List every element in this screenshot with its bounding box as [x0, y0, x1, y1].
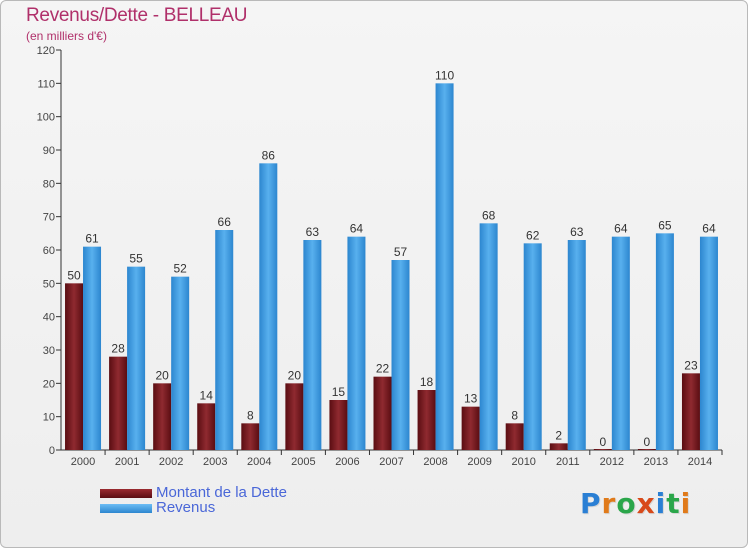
x-tick-label: 2001	[115, 456, 139, 468]
y-tick-label: 40	[43, 312, 55, 324]
chart-subtitle: (en milliers d'€)	[26, 29, 107, 43]
data-label-revenue: 65	[658, 218, 672, 232]
data-label-debt: 50	[67, 268, 81, 282]
legend-label-debt: Montant de la Dette	[156, 484, 287, 501]
data-label-debt: 20	[288, 368, 302, 382]
legend-label-revenue: Revenus	[156, 499, 216, 516]
bar-debt	[681, 373, 700, 450]
bar-debt	[285, 383, 304, 450]
data-label-debt: 8	[247, 408, 254, 422]
x-tick-label: 2003	[203, 456, 227, 468]
y-tick-label: 90	[43, 145, 55, 157]
proxiti-logo: Proxiti	[580, 487, 692, 520]
x-tick-label: 2005	[291, 456, 315, 468]
data-label-revenue: 66	[218, 215, 232, 229]
x-tick-label: 2002	[159, 456, 183, 468]
bar-debt	[637, 449, 656, 450]
data-label-revenue: 62	[526, 228, 540, 242]
bar-revenue	[303, 240, 322, 450]
bar-debt	[109, 356, 128, 450]
y-tick-label: 20	[43, 378, 55, 390]
y-tick-label: 110	[37, 78, 55, 90]
y-tick-label: 80	[43, 178, 55, 190]
bar-revenue	[215, 230, 234, 450]
x-tick-label: 2011	[556, 456, 580, 468]
data-label-debt: 20	[155, 368, 169, 382]
bar-revenue	[567, 240, 586, 450]
bar-debt	[417, 390, 436, 450]
bar-debt	[373, 376, 392, 450]
bar-debt	[549, 443, 568, 450]
x-tick-label: 2006	[335, 456, 359, 468]
bar-debt	[153, 383, 172, 450]
y-tick-label: 0	[49, 445, 55, 457]
x-tick-label: 2010	[511, 456, 535, 468]
y-tick-label: 10	[43, 412, 55, 424]
data-label-revenue: 63	[306, 225, 320, 239]
x-tick-label: 2014	[688, 456, 712, 468]
x-tick-label: 2013	[644, 456, 668, 468]
bar-revenue	[479, 223, 498, 450]
bar-revenue	[391, 260, 410, 450]
data-label-revenue: 110	[435, 68, 454, 82]
bar-revenue	[699, 236, 718, 450]
y-tick-label: 100	[37, 112, 55, 124]
bar-revenue	[127, 266, 146, 450]
data-label-revenue: 63	[570, 225, 584, 239]
data-label-debt: 28	[111, 342, 125, 356]
data-label-revenue: 64	[350, 222, 364, 236]
bar-debt	[505, 423, 524, 450]
bar-revenue	[83, 246, 102, 450]
data-label-debt: 13	[464, 392, 478, 406]
x-tick-label: 2008	[423, 456, 447, 468]
legend-swatch-revenue	[100, 504, 152, 513]
y-tick-label: 60	[43, 245, 55, 257]
bar-debt	[241, 423, 260, 450]
bar-revenue	[347, 236, 366, 450]
bar-debt	[329, 400, 348, 450]
x-tick-label: 2004	[247, 456, 271, 468]
data-label-revenue: 55	[129, 252, 143, 266]
bar-debt	[197, 403, 216, 450]
data-label-revenue: 52	[173, 262, 187, 276]
bar-revenue	[611, 236, 630, 450]
bar-revenue	[655, 233, 674, 450]
data-label-revenue: 64	[614, 222, 628, 236]
y-tick-label: 30	[43, 345, 55, 357]
bar-revenue	[435, 83, 454, 450]
data-label-debt: 2	[555, 428, 562, 442]
x-tick-label: 2009	[467, 456, 491, 468]
bar-debt	[593, 449, 612, 450]
bar-revenue	[259, 163, 278, 451]
data-label-debt: 18	[420, 375, 434, 389]
legend-swatch-debt	[100, 489, 152, 498]
x-tick-label: 2012	[600, 456, 624, 468]
data-label-revenue: 86	[262, 148, 276, 162]
data-label-revenue: 68	[482, 208, 496, 222]
data-label-debt: 0	[644, 435, 651, 449]
x-tick-label: 2007	[379, 456, 403, 468]
bar-revenue	[171, 276, 190, 450]
y-tick-label: 120	[37, 45, 55, 57]
data-label-revenue: 61	[85, 232, 99, 246]
chart-title: Revenus/Dette - BELLEAU	[26, 5, 248, 26]
data-label-revenue: 64	[702, 222, 716, 236]
y-tick-label: 70	[43, 212, 55, 224]
bar-revenue	[523, 243, 542, 450]
data-label-debt: 15	[332, 385, 346, 399]
data-label-debt: 0	[599, 435, 606, 449]
data-label-debt: 14	[200, 388, 214, 402]
data-label-debt: 22	[376, 362, 390, 376]
x-tick-label: 2000	[71, 456, 95, 468]
data-label-debt: 8	[511, 408, 518, 422]
bar-debt	[461, 406, 480, 450]
data-label-revenue: 57	[394, 245, 408, 259]
bar-debt	[65, 283, 84, 450]
data-label-debt: 23	[684, 358, 698, 372]
y-tick-label: 50	[43, 278, 55, 290]
